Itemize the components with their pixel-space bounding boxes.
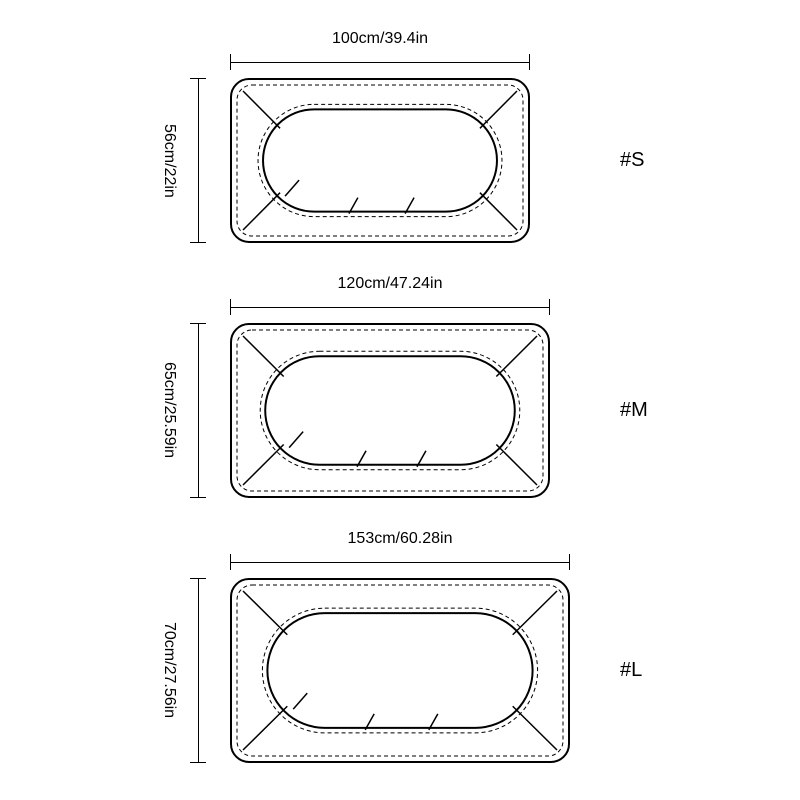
size-block-m: 120cm/47.24in 65cm/25.59in #M: [0, 275, 800, 508]
width-label-l: 153cm/60.28in: [230, 530, 570, 548]
height-label-s: 56cm/22in: [160, 78, 178, 243]
sheet-diagram-l: [230, 578, 570, 763]
size-label-s: #S: [620, 149, 644, 172]
size-label-m: #M: [620, 399, 648, 422]
size-block-l: 153cm/60.28in 70cm/27.56in #L: [0, 530, 800, 773]
height-label-m: 65cm/25.59in: [160, 323, 178, 498]
height-dimension-line-l: [188, 578, 208, 763]
height-dimension-line-s: [188, 78, 208, 243]
height-label-l: 70cm/27.56in: [160, 578, 178, 763]
size-block-s: 100cm/39.4in 56cm/22in #S: [0, 30, 800, 253]
size-chart-infographic: 100cm/39.4in 56cm/22in #S 120cm/47.24in …: [0, 0, 800, 800]
sheet-diagram-s: [230, 78, 530, 243]
width-label-m: 120cm/47.24in: [230, 275, 550, 293]
size-label-l: #L: [620, 659, 642, 682]
width-dimension-line-l: [230, 552, 570, 572]
width-label-s: 100cm/39.4in: [230, 30, 530, 48]
width-dimension-line-m: [230, 297, 550, 317]
width-dimension-line-s: [230, 52, 530, 72]
sheet-diagram-m: [230, 323, 550, 498]
height-dimension-line-m: [188, 323, 208, 498]
